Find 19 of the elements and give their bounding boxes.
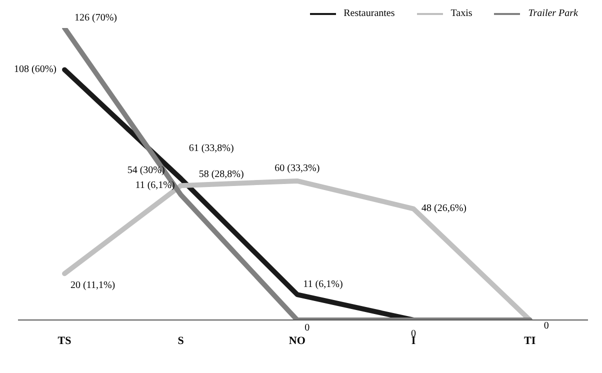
data-label: 20 (11,1%) [70,280,116,291]
data-label: 11 (6,1%) [303,278,343,290]
x-tick-label: TI [524,334,536,347]
data-label: 126 (70%) [74,12,118,24]
data-label: 54 (30%) [127,165,165,176]
data-label: 48 (26,6%) [422,203,467,214]
data-label: 61 (33,8%) [188,142,234,154]
data-label: 0 [304,322,310,334]
data-label: 58 (28,8%) [198,168,244,180]
x-tick-label: S [178,334,184,347]
legend-label: Restaurantes [342,8,395,19]
x-tick-label: TS [58,334,72,347]
data-label: 108 (60%) [14,64,57,76]
x-tick-label: NO [288,334,306,347]
legend-label: Taxis [450,8,472,19]
data-label: 0 [544,320,549,332]
data-label: 60 (33,3%) [274,163,320,174]
legend-label: Trailer Park [527,8,578,19]
annotation: 11 (6,1%) [135,180,175,191]
